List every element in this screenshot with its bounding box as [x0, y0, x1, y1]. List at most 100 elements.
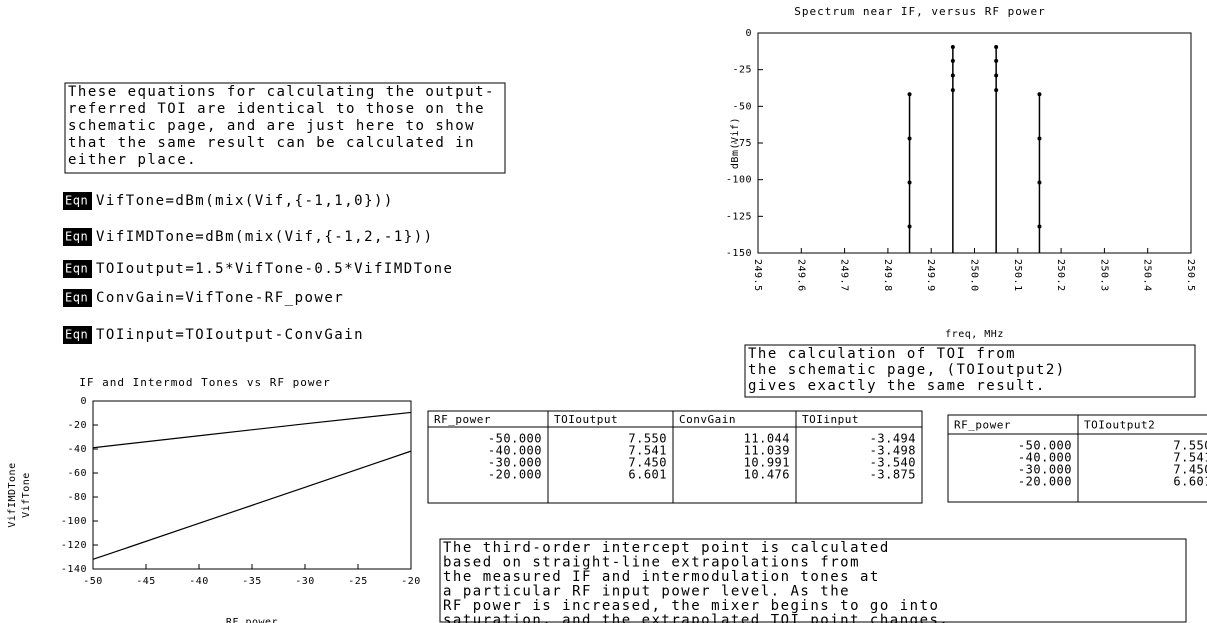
x-tick-label: 250.0: [969, 259, 980, 292]
note-line: a particular RF input power level. As th…: [443, 584, 850, 600]
stem-point: [907, 92, 912, 97]
table-cell: -3.498: [870, 444, 916, 458]
eqn-tag-box: [63, 192, 92, 210]
y-tick-label: -125: [726, 211, 752, 222]
x-tick-label: -45: [136, 576, 156, 587]
y-tick-label: -50: [732, 101, 752, 112]
x-tick-label: 250.3: [1098, 259, 1109, 292]
note-line: based on straight-line extrapolations fr…: [443, 555, 860, 571]
x-tick-label: 249.8: [882, 259, 893, 292]
stem-point: [1037, 224, 1042, 229]
y-tick-label: -100: [726, 175, 752, 186]
note-line: the schematic page, (TOIoutput2): [748, 362, 1066, 378]
stem-point: [907, 224, 912, 229]
table-header: TOIoutput2: [1084, 419, 1155, 432]
table-cell: -40.000: [488, 444, 542, 458]
note-line: the measured IF and intermodulation tone…: [443, 569, 880, 585]
table-cell: 11.044: [744, 432, 790, 446]
table-cell: 6.601: [628, 468, 667, 482]
table-cell: -50.000: [1018, 439, 1072, 453]
note-line: referred TOI are identical to those on t…: [68, 101, 485, 117]
eqn-tag-box: [63, 289, 92, 307]
y-tick-label: -120: [61, 540, 87, 551]
table-header: TOIinput: [802, 413, 859, 426]
equation: VifIMDTone=dBm(mix(Vif,{-1,2,-1})): [96, 229, 434, 245]
note-line: The calculation of TOI from: [748, 346, 1016, 362]
table-cell: -20.000: [488, 468, 542, 482]
y-tick-label: 0: [745, 28, 752, 39]
x-axis-label: freq, MHz: [945, 329, 1004, 340]
chart-title: IF and Intermod Tones vs RF power: [79, 376, 331, 389]
y-axis-label: VifTone: [21, 472, 32, 518]
y-tick-label: -20: [67, 420, 87, 431]
chart-title: Spectrum near IF, versus RF power: [794, 5, 1046, 18]
table-cell: -30.000: [488, 456, 542, 470]
stem-point: [1037, 92, 1042, 97]
y-tick-label: -75: [732, 138, 752, 149]
note-box: [64, 82, 506, 174]
x-tick-label: 249.7: [839, 259, 850, 292]
eqn-tag: Eqn: [65, 262, 88, 276]
equation: ConvGain=VifTone-RF_power: [96, 290, 344, 306]
note-line: The third-order intercept point is calcu…: [443, 540, 890, 556]
x-tick-label: 249.5: [752, 259, 763, 292]
table-cell: 7.550: [628, 432, 667, 446]
stem-point: [950, 58, 955, 63]
stem-point: [907, 136, 912, 141]
eqn-tag-box: [63, 260, 92, 278]
table-header: RF_power: [434, 413, 491, 426]
table-cell: -3.875: [870, 468, 916, 482]
series-line: [92, 450, 412, 560]
series-line: [92, 411, 412, 449]
eqn-tag-box: [63, 228, 92, 246]
y-tick-label: -40: [67, 444, 87, 455]
x-tick-label: -30: [295, 576, 315, 587]
stem-point: [994, 73, 999, 78]
stem-point: [994, 88, 999, 93]
y-tick-label: -150: [726, 248, 752, 259]
table-border: [947, 414, 1207, 503]
y-tick-label: 0: [80, 396, 87, 407]
x-tick-label: 250.5: [1185, 259, 1196, 292]
note-line: schematic page, and are just here to sho…: [68, 118, 475, 134]
equation: TOIoutput=1.5*VifTone-0.5*VifIMDTone: [96, 261, 453, 277]
y-tick-label: -60: [67, 468, 87, 479]
table-header: RF_power: [954, 419, 1011, 432]
note-line: that the same result can be calculated i…: [68, 135, 475, 151]
x-tick-label: 249.6: [795, 259, 806, 292]
x-tick-label: 250.1: [1012, 259, 1023, 292]
table-cell: -3.540: [870, 456, 916, 470]
eqn-tag: Eqn: [65, 291, 88, 305]
stem-point: [994, 44, 999, 49]
stem-point: [994, 58, 999, 63]
x-tick-label: 250.2: [1055, 259, 1066, 292]
table-cell: 10.991: [744, 456, 790, 470]
x-tick-label: 249.9: [925, 259, 936, 292]
x-axis-label: RF_power: [226, 617, 278, 623]
table-header: TOIoutput: [554, 413, 618, 426]
note-line: RF power is increased, the mixer begins …: [443, 598, 939, 614]
x-tick-label: 250.4: [1142, 259, 1153, 292]
y-tick-label: -100: [61, 516, 87, 527]
y-axis-label: VifIMDTone: [7, 462, 18, 527]
y-tick-label: -140: [61, 564, 87, 575]
y-axis-label: dBm(Vif): [730, 117, 741, 169]
x-tick-label: -40: [189, 576, 209, 587]
table-cell: 7.450: [628, 456, 667, 470]
stem-point: [1037, 180, 1042, 185]
eqn-tag: Eqn: [65, 328, 88, 342]
table-cell: -40.000: [1018, 451, 1072, 465]
x-tick-label: -50: [83, 576, 103, 587]
table-cell: 11.039: [744, 444, 790, 458]
y-tick-label: -80: [67, 492, 87, 503]
x-tick-label: -20: [401, 576, 421, 587]
table-cell: 6.601: [1173, 475, 1207, 489]
eqn-tag: Eqn: [65, 230, 88, 244]
table-cell: -20.000: [1018, 475, 1072, 489]
table-cell: -30.000: [1018, 463, 1072, 477]
note-line: These equations for calculating the outp…: [68, 84, 495, 100]
stem-point: [950, 44, 955, 49]
eqn-tag: Eqn: [65, 194, 88, 208]
